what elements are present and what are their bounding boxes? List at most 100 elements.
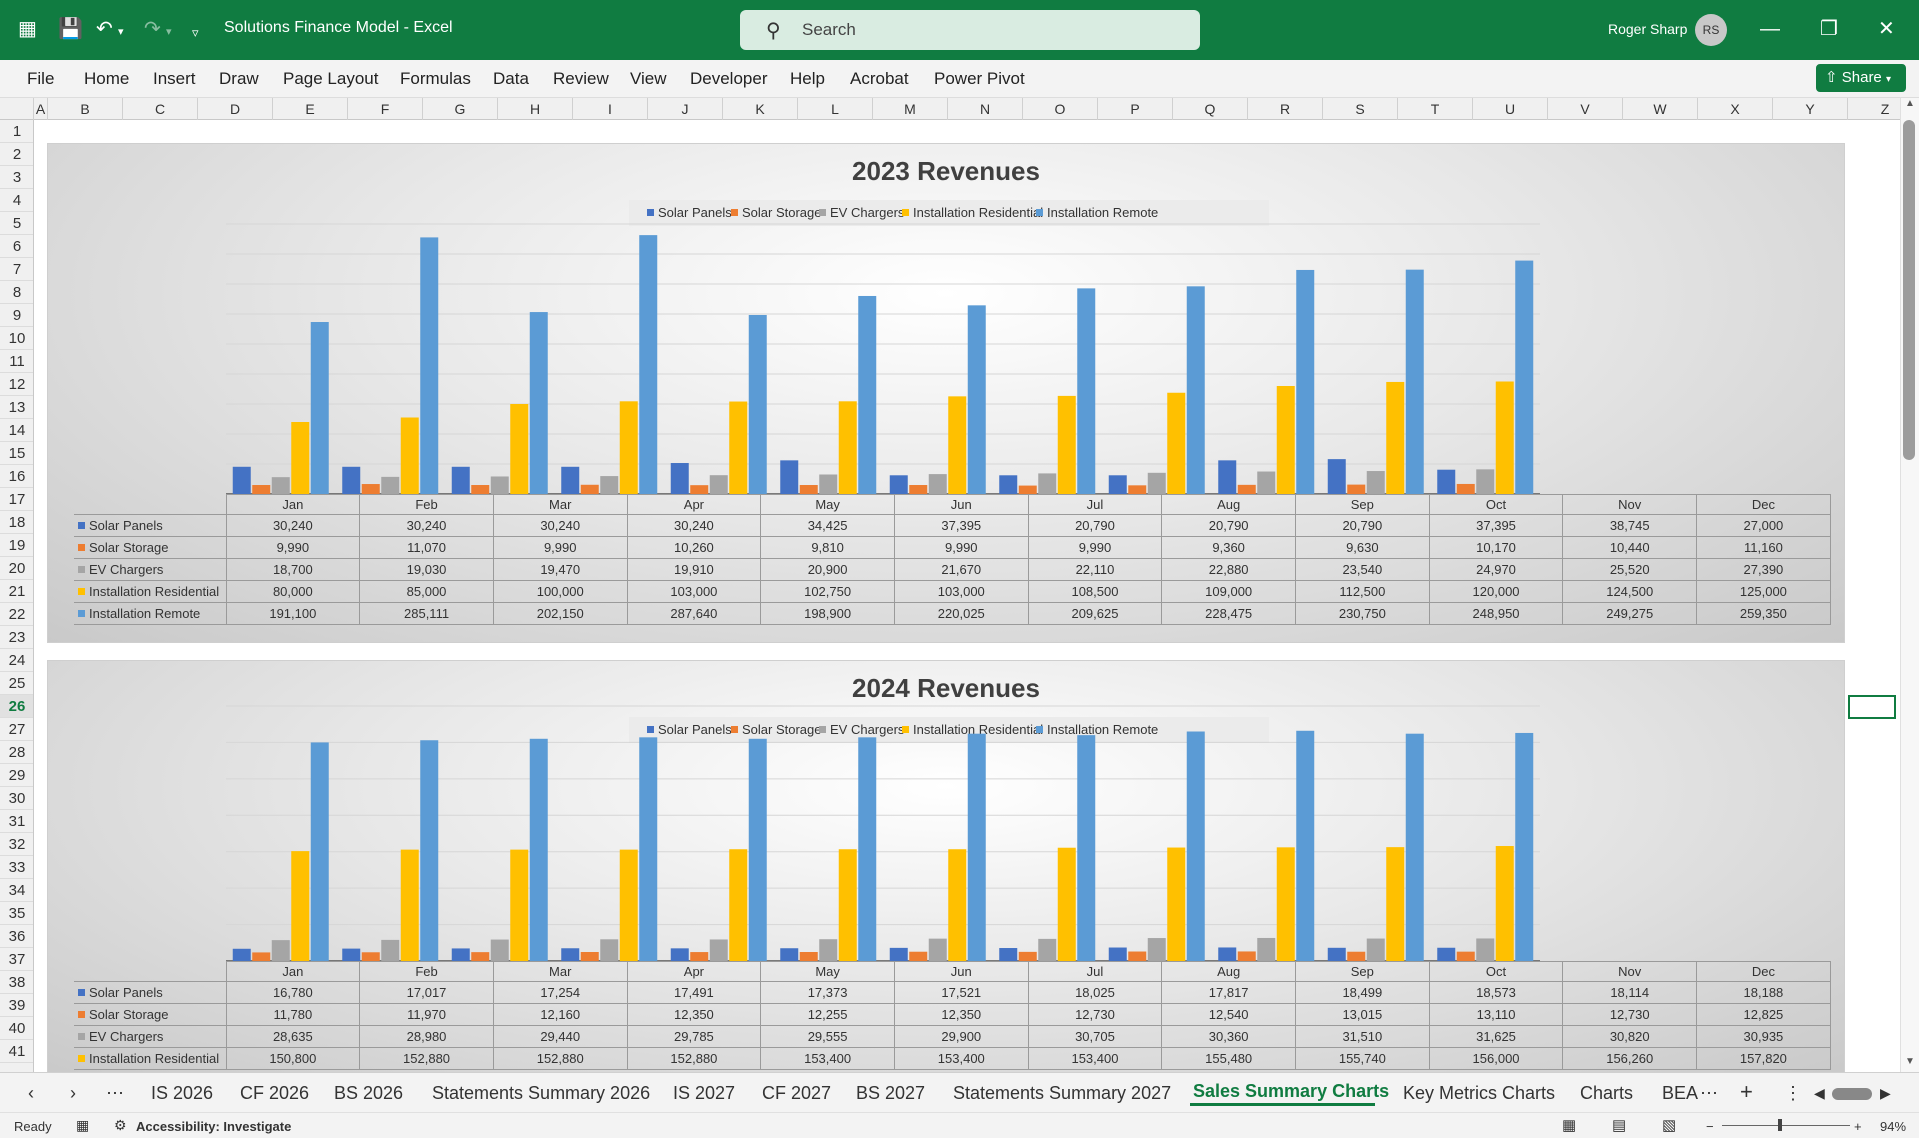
user-name[interactable]: Roger Sharp	[1608, 21, 1688, 37]
bar-ev-chargers-oct[interactable]	[1257, 471, 1276, 494]
zoom-out-icon[interactable]: −	[1706, 1119, 1714, 1134]
search-input[interactable]: ⚲ Search	[740, 10, 1200, 50]
bar-installation-residential-nov[interactable]	[1386, 847, 1405, 961]
bar-solar-panels-feb[interactable]	[342, 466, 361, 494]
bar-ev-chargers-jun[interactable]	[819, 939, 838, 961]
column-header-a[interactable]: A	[34, 98, 48, 120]
redo-icon[interactable]: ↷	[144, 18, 161, 40]
sheet-tab-is-2027[interactable]: IS 2027	[673, 1083, 736, 1103]
sheet-tab-is-2026[interactable]: IS 2026	[151, 1083, 214, 1103]
bar-solar-storage-sep[interactable]	[1128, 485, 1147, 494]
chart-2024-revenues[interactable]: 2024 Revenues Solar Panels Solar Storage E…	[47, 660, 1845, 1072]
bar-installation-residential-may[interactable]	[729, 401, 748, 494]
bar-installation-remote-jul[interactable]	[967, 733, 986, 961]
bar-solar-storage-feb[interactable]	[361, 952, 380, 961]
page-layout-view-icon[interactable]: ▤	[1612, 1117, 1627, 1134]
column-header-l[interactable]: L	[798, 98, 873, 120]
bar-ev-chargers-may[interactable]	[709, 475, 728, 494]
bar-ev-chargers-dec[interactable]	[1476, 469, 1495, 494]
tab-insert[interactable]: Insert	[153, 69, 196, 88]
tab-review[interactable]: Review	[553, 69, 609, 88]
row-header-6[interactable]: 6	[0, 235, 33, 258]
row-header-27[interactable]: 27	[0, 718, 33, 741]
bar-solar-storage-sep[interactable]	[1128, 951, 1147, 961]
tab-help[interactable]: Help	[790, 69, 825, 88]
bar-installation-remote-apr[interactable]	[639, 737, 658, 961]
prev-sheet-icon[interactable]: ‹	[28, 1083, 34, 1103]
vertical-scroll-thumb[interactable]	[1903, 120, 1915, 460]
sheet-tab-cf-2027[interactable]: CF 2027	[762, 1083, 832, 1103]
row-header-20[interactable]: 20	[0, 557, 33, 580]
bar-solar-storage-mar[interactable]	[471, 952, 490, 961]
bar-solar-storage-nov[interactable]	[1347, 951, 1366, 961]
bar-solar-panels-may[interactable]	[670, 948, 689, 961]
horizontal-scroll-thumb[interactable]	[1832, 1088, 1872, 1100]
bar-ev-chargers-may[interactable]	[709, 939, 728, 961]
bar-solar-panels-mar[interactable]	[451, 948, 470, 961]
tab-power-pivot[interactable]: Power Pivot	[934, 69, 1025, 88]
row-header-12[interactable]: 12	[0, 373, 33, 396]
bar-solar-storage-aug[interactable]	[1018, 485, 1037, 494]
share-button[interactable]: ⇧ Share ▾	[1816, 64, 1906, 92]
bar-ev-chargers-jul[interactable]	[928, 474, 947, 494]
row-header-8[interactable]: 8	[0, 281, 33, 304]
accessibility-status[interactable]: Accessibility: Investigate	[136, 1119, 292, 1134]
restore-icon[interactable]: ❐	[1820, 18, 1838, 40]
bar-solar-storage-aug[interactable]	[1018, 951, 1037, 961]
bar-solar-panels-sep[interactable]	[1108, 947, 1127, 961]
bar-installation-remote-jun[interactable]	[858, 295, 877, 494]
row-header-13[interactable]: 13	[0, 396, 33, 419]
column-header-n[interactable]: N	[948, 98, 1023, 120]
bar-ev-chargers-dec[interactable]	[1476, 938, 1495, 961]
redo-dropdown-icon[interactable]: ▾	[166, 26, 172, 38]
row-header-10[interactable]: 10	[0, 327, 33, 350]
bar-solar-panels-apr[interactable]	[561, 466, 580, 494]
bar-installation-residential-nov[interactable]	[1386, 381, 1405, 494]
row-header-31[interactable]: 31	[0, 810, 33, 833]
bar-installation-remote-aug[interactable]	[1077, 288, 1096, 494]
bar-solar-storage-mar[interactable]	[471, 485, 490, 494]
selected-cell[interactable]	[1848, 695, 1896, 719]
column-header-i[interactable]: I	[573, 98, 648, 120]
bar-ev-chargers-sep[interactable]	[1147, 938, 1166, 961]
bar-solar-panels-sep[interactable]	[1108, 475, 1127, 494]
column-header-t[interactable]: T	[1398, 98, 1473, 120]
sheet-tab-statements-summary-2027[interactable]: Statements Summary 2027	[953, 1083, 1172, 1103]
bar-installation-residential-oct[interactable]	[1276, 847, 1295, 961]
column-header-q[interactable]: Q	[1173, 98, 1248, 120]
macro-record-icon[interactable]: ▦	[76, 1117, 90, 1133]
column-header-b[interactable]: B	[48, 98, 123, 120]
bar-ev-chargers-feb[interactable]	[381, 476, 400, 494]
row-header-32[interactable]: 32	[0, 833, 33, 856]
bar-installation-residential-aug[interactable]	[1057, 395, 1076, 494]
bar-installation-remote-may[interactable]	[748, 314, 767, 494]
bar-solar-panels-oct[interactable]	[1218, 460, 1237, 494]
next-sheet-icon[interactable]: ›	[70, 1083, 76, 1103]
bar-ev-chargers-aug[interactable]	[1038, 938, 1057, 961]
tab-acrobat[interactable]: Acrobat	[850, 69, 909, 88]
bar-solar-panels-dec[interactable]	[1437, 469, 1456, 494]
column-header-f[interactable]: F	[348, 98, 423, 120]
tab-data[interactable]: Data	[493, 69, 529, 88]
add-sheet-icon[interactable]: +	[1740, 1079, 1753, 1104]
bar-solar-panels-jan[interactable]	[232, 948, 251, 961]
bar-solar-storage-oct[interactable]	[1237, 951, 1256, 961]
row-header-21[interactable]: 21	[0, 580, 33, 603]
row-header-26[interactable]: 26	[0, 695, 33, 718]
bar-solar-storage-apr[interactable]	[580, 952, 599, 961]
bar-installation-remote-sep[interactable]	[1186, 286, 1205, 494]
row-header-36[interactable]: 36	[0, 925, 33, 948]
zoom-in-icon[interactable]: +	[1854, 1119, 1862, 1134]
bar-installation-remote-sep[interactable]	[1186, 731, 1205, 962]
row-header-23[interactable]: 23	[0, 626, 33, 649]
undo-icon[interactable]: ↶	[96, 18, 113, 40]
column-header-g[interactable]: G	[423, 98, 498, 120]
bar-ev-chargers-jan[interactable]	[271, 940, 290, 961]
scroll-up-icon[interactable]: ▲	[1905, 98, 1915, 109]
bar-solar-storage-may[interactable]	[690, 952, 709, 961]
bar-solar-storage-jan[interactable]	[252, 952, 271, 961]
tab-formulas[interactable]: Formulas	[400, 69, 471, 88]
bar-solar-panels-jun[interactable]	[780, 460, 799, 494]
h-scroll-right-icon[interactable]: ▶	[1880, 1085, 1891, 1101]
bar-installation-remote-oct[interactable]	[1296, 269, 1315, 494]
